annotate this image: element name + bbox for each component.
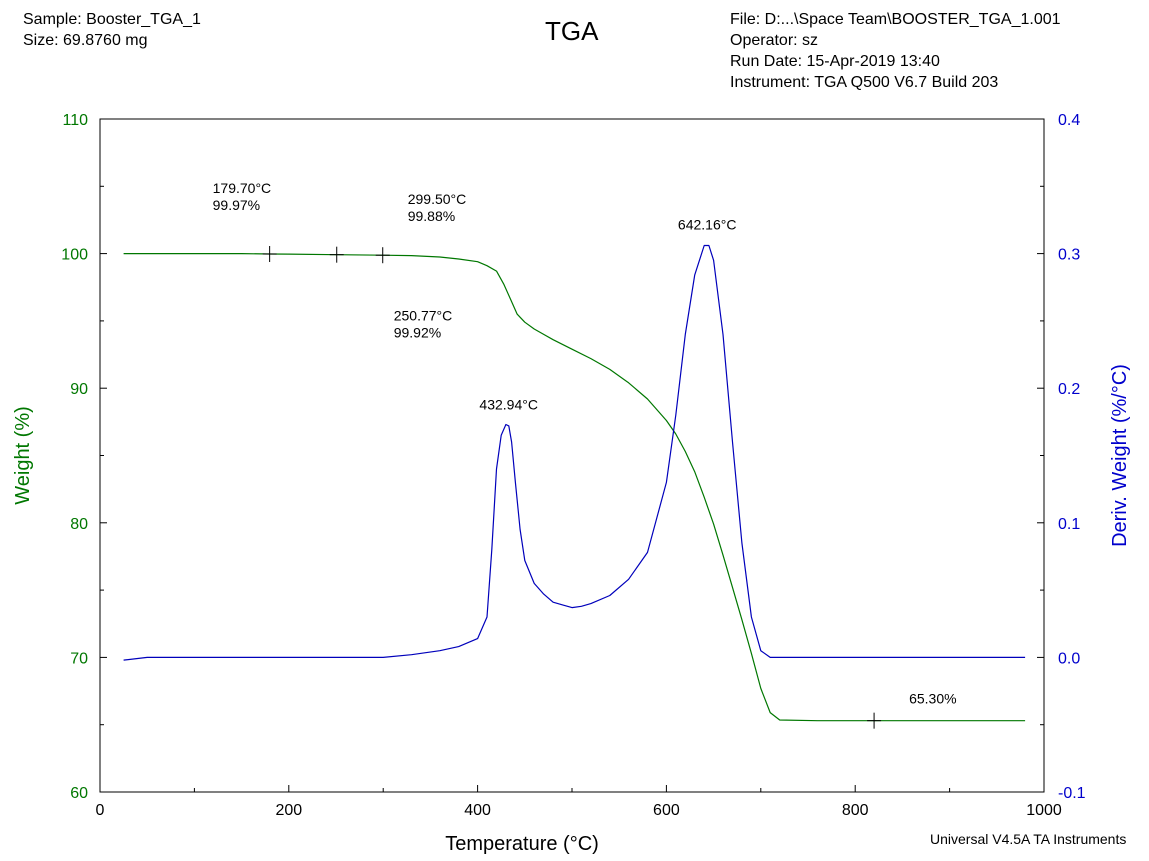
- crosshair-marker: [329, 246, 344, 263]
- x-tick-label: 1000: [1026, 802, 1062, 819]
- x-tick-label: 0: [96, 802, 105, 819]
- y-right-tick-label: 0.1: [1058, 516, 1080, 533]
- y-left-axis-title: Weight (%): [12, 406, 34, 505]
- y-left-tick-label: 70: [70, 650, 88, 667]
- y-right-axis-title: Deriv. Weight (%/°C): [1109, 364, 1131, 547]
- header-right: File: D:...\Space Team\BOOSTER_TGA_1.001…: [730, 9, 1061, 93]
- size-label: Size: 69.8760 mg: [23, 32, 148, 49]
- annotations-layer: 179.70°C 99.97% 250.77°C 99.92% 299.50°C 99.8…: [213, 180, 957, 707]
- y-right-tick-label: 0.3: [1058, 247, 1080, 264]
- markers-layer: [262, 246, 882, 729]
- x-tick-label: 200: [275, 802, 302, 819]
- x-tick-label: 600: [653, 802, 680, 819]
- y-right-tick-label: 0.2: [1058, 381, 1080, 398]
- axes-layer: 0 200 400 600 800 1000 60 70 80 90 100 110 -0.1 0.0 0.…: [12, 112, 1131, 855]
- weight-curve: [123, 253, 1026, 722]
- header-left: Sample: Booster_TGA_1 Size: 69.8760 mg: [23, 9, 201, 51]
- instrument-label: Instrument: TGA Q500 V6.7 Build 203: [730, 74, 999, 91]
- x-axis-title: Temperature (°C): [445, 833, 599, 855]
- annotation-a2: 250.77°C 99.92%: [394, 308, 453, 341]
- y-left-tick-label: 90: [70, 381, 88, 398]
- crosshair-marker: [867, 712, 882, 729]
- y-left-tick-label: 80: [70, 516, 88, 533]
- y-right-tick-label: -0.1: [1058, 785, 1086, 802]
- annotation-a4: 432.94°C: [479, 397, 538, 413]
- annotation-a5: 642.16°C: [678, 217, 737, 233]
- y-left-tick-label: 60: [70, 785, 88, 802]
- sample-label: Sample: Booster_TGA_1: [23, 11, 201, 28]
- software-footer: Universal V4.5A TA Instruments: [930, 831, 1127, 847]
- run-date-label: Run Date: 15-Apr-2019 13:40: [730, 53, 940, 70]
- file-label: File: D:...\Space Team\BOOSTER_TGA_1.001: [730, 11, 1061, 28]
- crosshair-marker: [375, 247, 390, 264]
- series-layer: [123, 244, 1026, 722]
- crosshair-marker: [262, 246, 277, 263]
- deriv-curve: [123, 244, 1026, 661]
- operator-label: Operator: sz: [730, 32, 819, 49]
- annotation-a1: 179.70°C 99.97%: [213, 180, 272, 213]
- x-tick-label: 400: [464, 802, 491, 819]
- y-left-tick-label: 100: [61, 247, 88, 264]
- y-right-tick-label: 0.0: [1058, 650, 1080, 667]
- chart-title: TGA: [545, 16, 599, 46]
- annotation-a6: 65.30%: [909, 691, 956, 707]
- plot-frame: [99, 118, 1045, 793]
- annotation-a3: 299.50°C 99.88%: [408, 191, 467, 224]
- y-left-tick-label: 110: [62, 112, 88, 129]
- x-tick-label: 800: [842, 802, 869, 819]
- y-right-tick-label: 0.4: [1058, 112, 1080, 129]
